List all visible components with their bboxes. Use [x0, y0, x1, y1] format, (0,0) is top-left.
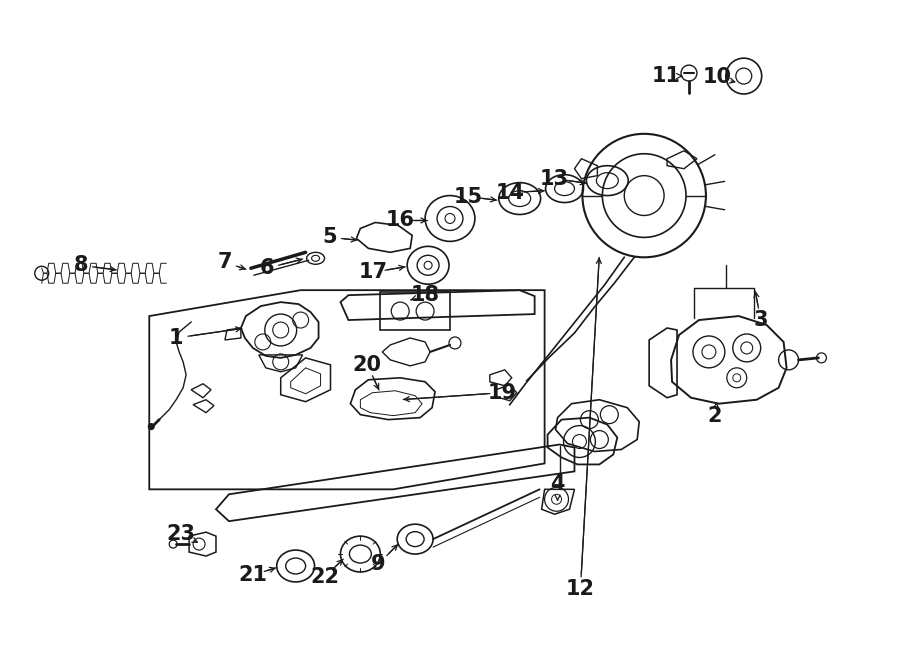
Text: 2: 2 [707, 406, 722, 426]
Bar [381, 292, 450, 330]
Text: 11: 11 [652, 66, 680, 86]
Text: 3: 3 [753, 310, 768, 330]
Text: 13: 13 [540, 169, 569, 188]
Text: 14: 14 [495, 182, 524, 202]
Text: 9: 9 [371, 554, 385, 574]
Text: 15: 15 [454, 186, 482, 207]
Text: 20: 20 [353, 355, 382, 375]
Text: 7: 7 [218, 253, 232, 272]
Text: 23: 23 [166, 524, 195, 544]
Circle shape [148, 424, 154, 430]
Text: 21: 21 [238, 565, 267, 585]
Text: 19: 19 [487, 383, 517, 403]
Text: 12: 12 [566, 579, 595, 599]
Text: 17: 17 [359, 262, 388, 282]
Text: 18: 18 [410, 285, 439, 305]
Text: 5: 5 [322, 227, 337, 247]
Text: 16: 16 [386, 210, 415, 231]
Text: 22: 22 [310, 567, 339, 587]
Text: 8: 8 [73, 255, 88, 275]
Text: 4: 4 [550, 475, 565, 494]
Text: 1: 1 [169, 328, 184, 348]
Text: 6: 6 [259, 258, 274, 278]
Text: 10: 10 [702, 67, 732, 87]
